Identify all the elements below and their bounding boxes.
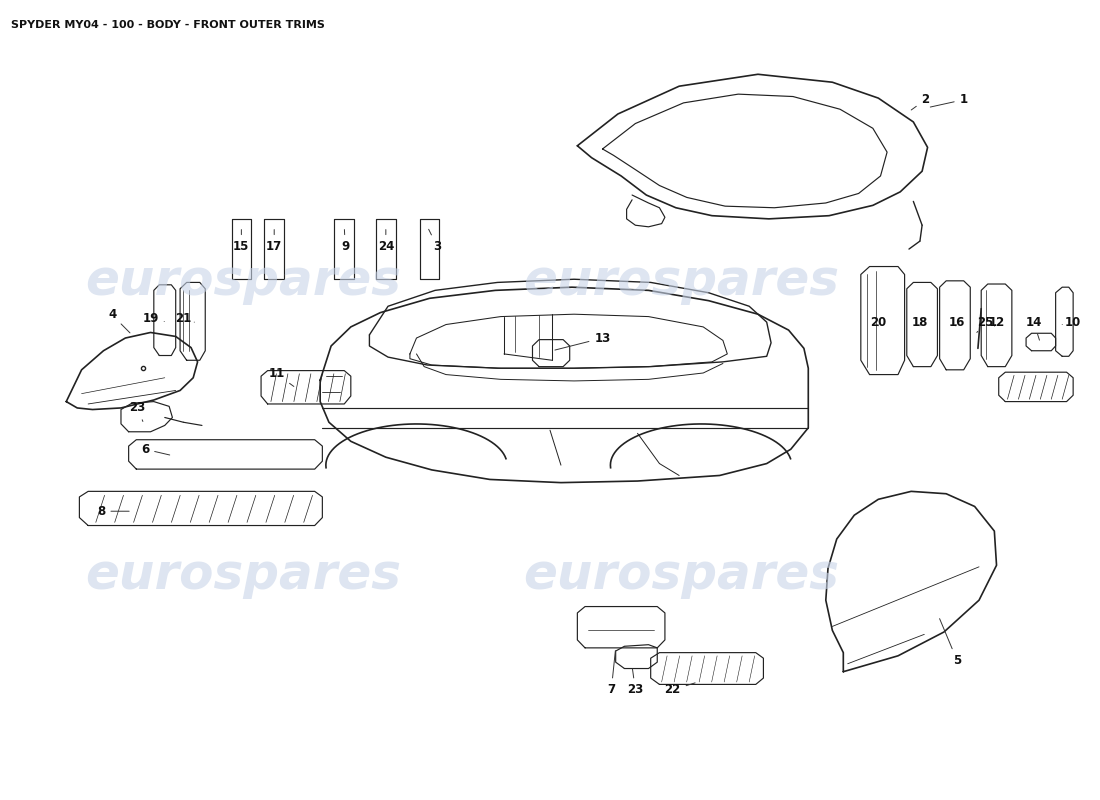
Text: 18: 18 — [912, 316, 928, 329]
Text: 24: 24 — [377, 230, 394, 253]
Text: 3: 3 — [429, 230, 441, 253]
Text: 10: 10 — [1063, 316, 1081, 329]
Text: 9: 9 — [341, 230, 350, 253]
Text: 25: 25 — [977, 316, 993, 333]
Text: 23: 23 — [130, 402, 145, 422]
Text: 4: 4 — [108, 309, 130, 333]
Text: 23: 23 — [627, 669, 644, 697]
Text: 21: 21 — [175, 312, 195, 325]
Text: 19: 19 — [142, 312, 164, 325]
Text: 2: 2 — [911, 93, 930, 110]
Text: 5: 5 — [939, 618, 961, 667]
Text: eurospares: eurospares — [524, 257, 839, 305]
Text: 14: 14 — [1025, 316, 1042, 340]
Text: SPYDER MY04 - 100 - BODY - FRONT OUTER TRIMS: SPYDER MY04 - 100 - BODY - FRONT OUTER T… — [11, 20, 324, 30]
Text: 15: 15 — [233, 230, 250, 253]
Text: 16: 16 — [949, 316, 966, 329]
Text: 12: 12 — [989, 316, 1004, 329]
Text: eurospares: eurospares — [524, 550, 839, 598]
Text: 6: 6 — [141, 442, 169, 456]
Text: 7: 7 — [607, 650, 615, 697]
Text: 13: 13 — [554, 331, 610, 350]
Text: 17: 17 — [266, 230, 283, 253]
Text: 8: 8 — [97, 505, 129, 518]
Text: 20: 20 — [870, 316, 887, 329]
Text: eurospares: eurospares — [86, 257, 402, 305]
Text: eurospares: eurospares — [86, 550, 402, 598]
Text: 11: 11 — [268, 367, 294, 386]
Text: 1: 1 — [931, 93, 968, 107]
Text: 22: 22 — [664, 683, 695, 697]
